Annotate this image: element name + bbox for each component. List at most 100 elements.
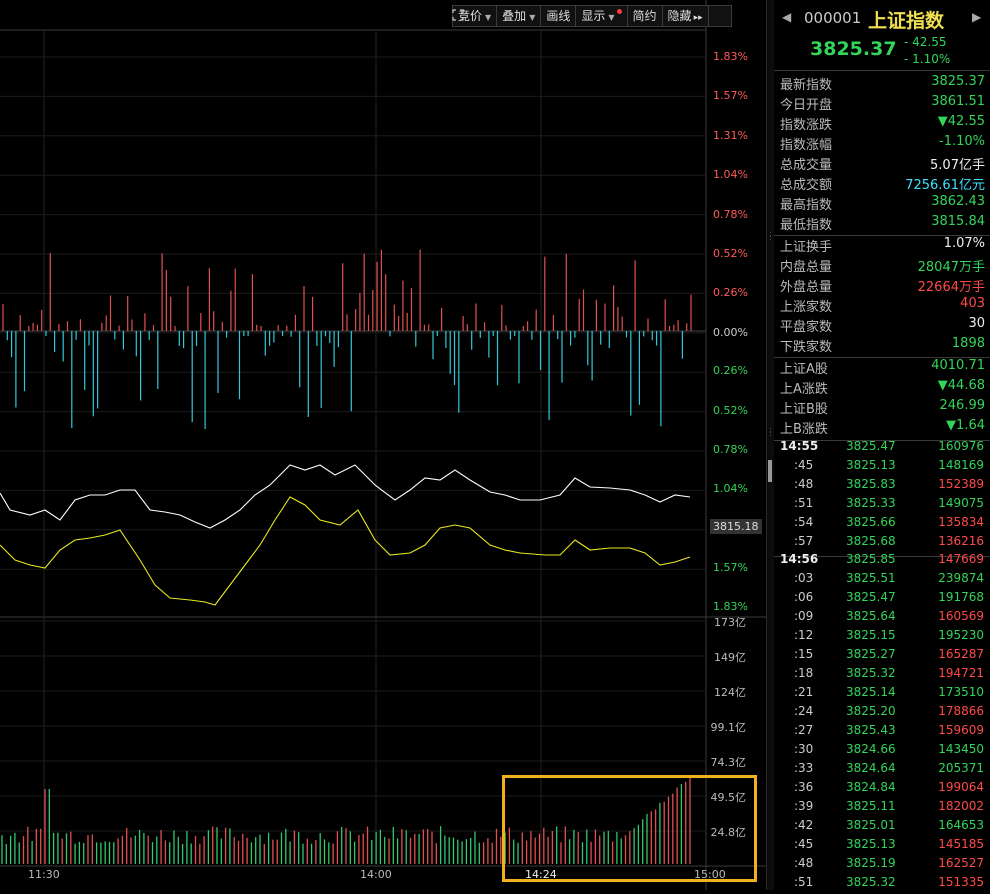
tick-time: :51: [794, 875, 814, 889]
pct-axis-label: 1.83%: [713, 600, 748, 613]
stat-value: 30: [968, 316, 985, 331]
stock-name: 上证指数: [868, 10, 945, 32]
tick-price: 3825.13: [846, 458, 896, 472]
tick-row: :30 3824.66 143450: [774, 742, 990, 761]
stat-number: 22664: [917, 280, 959, 295]
tick-price: 3825.47: [846, 590, 896, 604]
tick-row: :39 3825.11 182002: [774, 799, 990, 818]
tick-time: :06: [794, 590, 814, 604]
tick-vol: 136216: [938, 534, 984, 548]
stat-number: -1.10%: [939, 134, 985, 149]
stat-row: 上证A股 4010.71: [774, 358, 990, 378]
expand-icon[interactable]: [452, 5, 732, 27]
pct-axis-label: 0.78%: [713, 207, 748, 221]
tick-vol: 149075: [938, 496, 984, 510]
tick-time: :39: [794, 799, 814, 813]
pct-axis-label: 0.52%: [713, 247, 748, 260]
pct-axis-label: 1.04%: [713, 168, 748, 182]
tick-row: :36 3824.84 199064: [774, 780, 990, 799]
stat-row: 下跌家数 1898: [774, 336, 990, 356]
stat-row: 最高指数 3862.43: [774, 194, 990, 214]
toolbar-button-0[interactable]: 竞价 ▼: [452, 5, 498, 27]
caret-down-icon: ▼: [485, 13, 492, 22]
stat-unit: 亿手: [958, 158, 985, 173]
tick-price: 3825.33: [846, 496, 896, 510]
toolbar-button-1[interactable]: 叠加 ▼: [496, 5, 542, 27]
splitter-handle[interactable]: [768, 460, 772, 482]
toolbar-button-4[interactable]: 简约: [626, 5, 663, 27]
tick-price: 3825.68: [846, 534, 896, 548]
tick-price: 3825.83: [846, 477, 896, 491]
pct-axis-label: 0.00%: [713, 325, 748, 339]
tick-price: 3824.84: [846, 780, 896, 794]
tick-vol: 162527: [938, 856, 984, 870]
stat-row: 平盘家数 30: [774, 316, 990, 336]
tick-row: :48 3825.19 162527: [774, 856, 990, 875]
tick-price: 3825.20: [846, 704, 896, 718]
stat-row: 最低指数 3815.84: [774, 214, 990, 234]
tick-price: 3825.11: [846, 799, 896, 813]
tick-vol: 205371: [938, 761, 984, 775]
stat-label: 上证B股: [780, 402, 828, 417]
stat-label: 上证A股: [780, 362, 828, 377]
tick-price: 3825.32: [846, 875, 896, 889]
stat-label: 最新指数: [780, 78, 833, 93]
stat-value: 3862.43: [931, 194, 985, 209]
chart-canvas[interactable]: [0, 0, 766, 890]
stat-number: 28047: [917, 260, 959, 275]
stat-number: 1.07%: [943, 236, 985, 251]
toolbar-button-label: 叠加: [502, 9, 527, 23]
stat-number: 3862.43: [931, 194, 985, 209]
stat-label: 最高指数: [780, 198, 833, 213]
tick-price: 3825.14: [846, 685, 896, 699]
highlight-box: [502, 775, 757, 882]
tick-vol: 148169: [938, 458, 984, 472]
stat-label: 上A涨跌: [780, 382, 828, 397]
tick-vol: 135834: [938, 515, 984, 529]
tick-row: :57 3825.68 136216: [774, 534, 990, 553]
tick-vol: 195230: [938, 628, 984, 642]
stat-label: 平盘家数: [780, 320, 833, 335]
tick-row: 14:55 3825.47 160976: [774, 439, 990, 458]
volume-axis-label: 99.1亿: [710, 721, 747, 734]
stat-label: 下跌家数: [780, 340, 833, 355]
tick-vol: 159609: [938, 723, 984, 737]
tick-time: :33: [794, 761, 814, 775]
tick-time: :36: [794, 780, 814, 794]
intraday-chart[interactable]: 竞价 ▼ 叠加 ▼ 画线 显示 ▼ 简约 隐藏 ▸▸ 1.83% 1.57% 1.31% 1.04% 0.…: [0, 0, 766, 890]
time-axis-label: 15:00: [694, 868, 726, 881]
next-arrow-icon[interactable]: ▶: [972, 10, 982, 24]
stat-number: 3815.84: [931, 214, 985, 229]
stat-value: 3861.51: [931, 94, 985, 109]
stat-number: 3861.51: [931, 94, 985, 109]
stat-label: 内盘总量: [780, 260, 833, 275]
stat-row: 指数涨跌 ▼42.55: [774, 114, 990, 134]
tick-row: :15 3825.27 165287: [774, 647, 990, 666]
tick-time: :48: [794, 477, 814, 491]
tick-vol: 199064: [938, 780, 984, 794]
stat-value: 1898: [952, 336, 985, 351]
pct-axis-label: 0.52%: [713, 404, 748, 417]
price-change: - 42.55: [904, 35, 947, 49]
prev-arrow-icon[interactable]: ◀: [782, 10, 792, 24]
tick-row: :21 3825.14 173510: [774, 685, 990, 704]
toolbar-button-2[interactable]: 画线: [540, 5, 577, 27]
toolbar-button-3[interactable]: 显示 ▼: [575, 5, 628, 27]
tick-time: :24: [794, 704, 814, 718]
toolbar-button-5[interactable]: 隐藏 ▸▸: [661, 5, 709, 27]
tick-time: :54: [794, 515, 814, 529]
stat-value: 403: [960, 296, 985, 311]
tick-row: 14:56 3825.85 147669: [774, 552, 990, 571]
caret-down-icon: ▼: [529, 13, 536, 22]
price-change-pct: - 1.10%: [904, 52, 951, 66]
stat-value: -1.10%: [939, 134, 985, 149]
pct-axis-label: 0.26%: [713, 364, 748, 377]
stat-row: 最新指数 3825.37: [774, 74, 990, 94]
pct-axis-label: 1.04%: [713, 482, 748, 495]
tick-vol: 151335: [938, 875, 984, 889]
stat-row: 总成交额 7256.61亿元: [774, 174, 990, 194]
stat-label: 总成交额: [780, 178, 833, 193]
tick-price: 3825.32: [846, 666, 896, 680]
tick-vol: 152389: [938, 477, 984, 491]
stat-number: 3825.37: [931, 74, 985, 89]
